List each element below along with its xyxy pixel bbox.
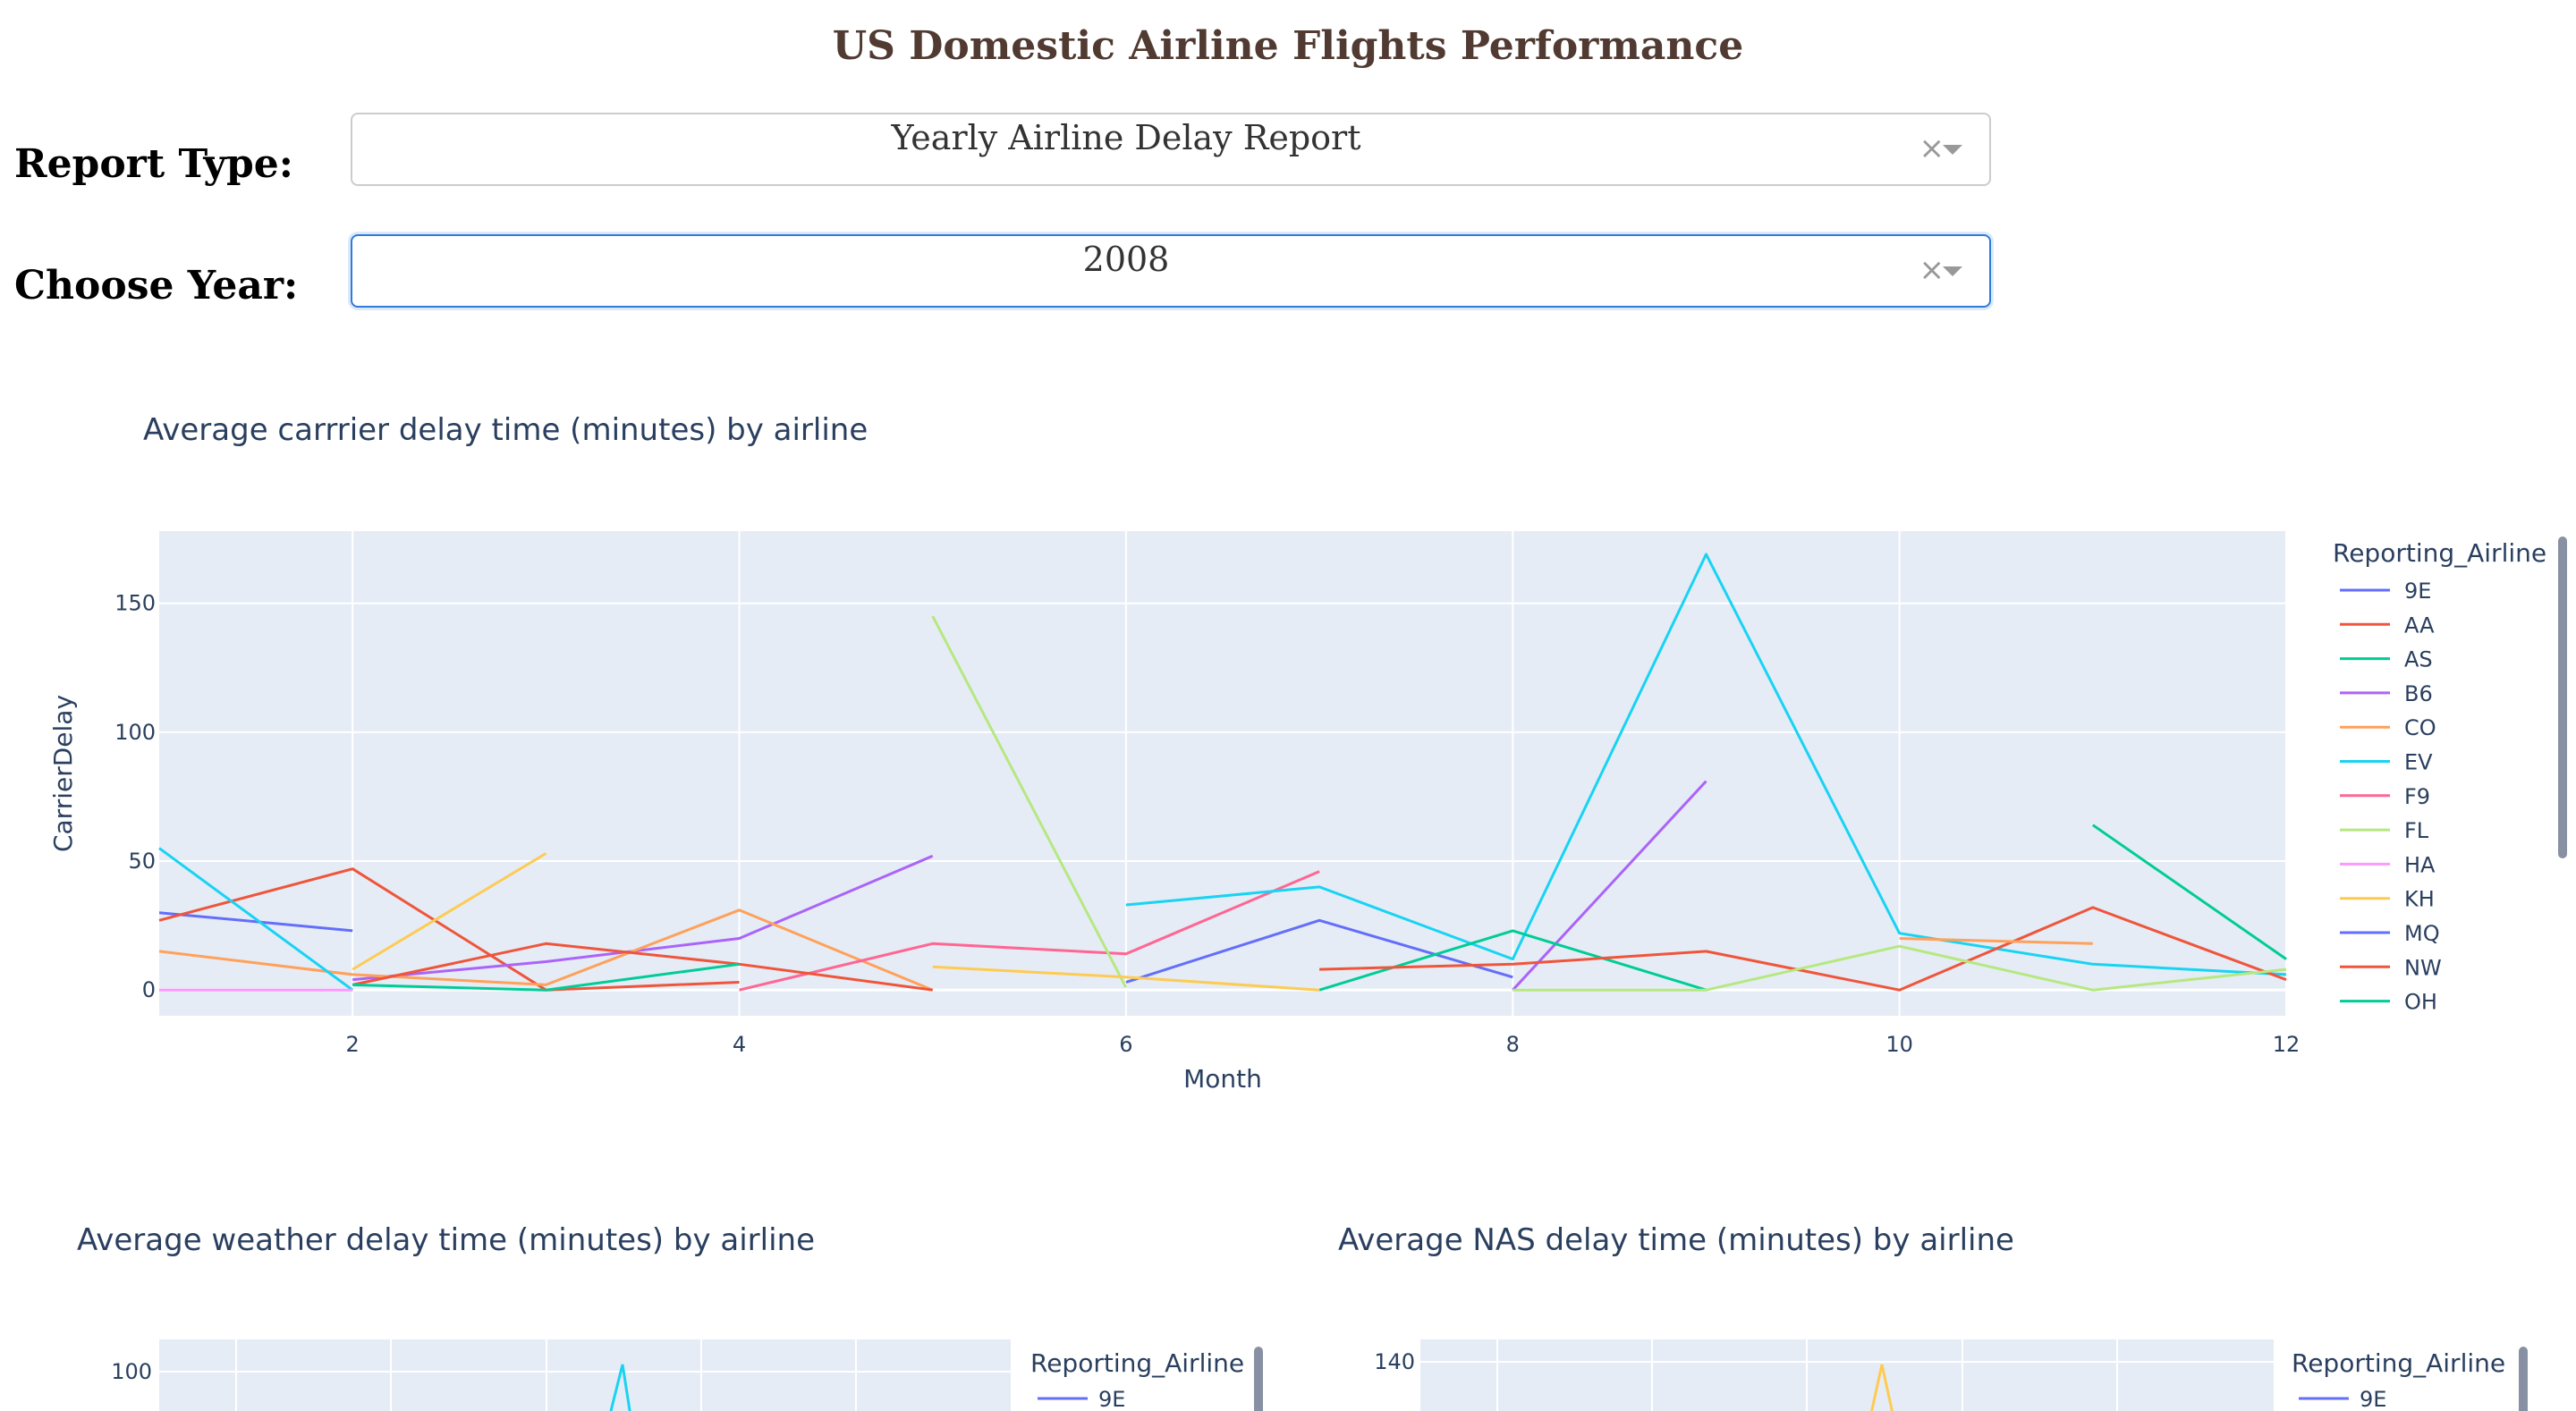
- legend-scrollbar[interactable]: [2519, 1347, 2528, 1411]
- series-line: [1318, 929, 1707, 992]
- x-tick-label: 4: [733, 1032, 746, 1057]
- series-line-EV: [158, 847, 354, 992]
- series-line: [1870, 1364, 1894, 1411]
- plot-area: [159, 531, 2286, 1016]
- x-tick-label: 2: [346, 1032, 360, 1057]
- year-label: Choose Year:: [14, 263, 299, 308]
- series-line: [932, 965, 1320, 992]
- legend-item-FL[interactable]: FL: [2404, 818, 2429, 843]
- y-tick-label: 50: [128, 849, 156, 874]
- y-tick-label: 100: [114, 720, 156, 745]
- chart-title: Average weather delay time (minutes) by …: [77, 1222, 815, 1258]
- series-line: [609, 1364, 631, 1411]
- y-axis-title: CarrierDelay: [48, 695, 78, 852]
- y-tick-label: 150: [114, 591, 156, 616]
- series-line-AS: [2091, 824, 2287, 960]
- legend-item-CO[interactable]: CO: [2404, 715, 2436, 740]
- legend-item-EV[interactable]: EV: [2404, 750, 2433, 775]
- legend-item-9E[interactable]: 9E: [2404, 579, 2431, 604]
- x-tick-label: 12: [2273, 1032, 2301, 1057]
- legend-item-B6[interactable]: B6: [2404, 681, 2433, 706]
- series-line-OH: [352, 962, 740, 992]
- legend-item-AA[interactable]: AA: [2404, 613, 2435, 638]
- y-tick-label: 0: [142, 977, 156, 1002]
- series-line: [1512, 780, 1707, 992]
- series-line-9E: [158, 911, 353, 933]
- legend-item-9E[interactable]: 9E: [1098, 1387, 1125, 1411]
- series-line-CO: [158, 908, 934, 992]
- chevron-down-icon[interactable]: [1943, 266, 1962, 276]
- legend-item-KH[interactable]: KH: [2404, 887, 2435, 912]
- series-line: [1899, 937, 2093, 945]
- legend-title: Reporting_Airline: [2292, 1348, 2505, 1378]
- report-type-value: Yearly Airline Delay Report: [891, 118, 1361, 157]
- legend-item-OH[interactable]: OH: [2404, 990, 2437, 1015]
- x-axis-title: Month: [1183, 1064, 1262, 1094]
- legend-item-NW[interactable]: NW: [2404, 955, 2442, 980]
- legend-scrollbar[interactable]: [2558, 537, 2567, 858]
- x-tick-label: 6: [1119, 1032, 1132, 1057]
- legend-item-MQ[interactable]: MQ: [2404, 921, 2440, 946]
- chart-title: Average NAS delay time (minutes) by airl…: [1338, 1222, 2014, 1258]
- y-tick-label: 100: [111, 1359, 152, 1384]
- chevron-down-icon[interactable]: [1943, 145, 1962, 155]
- legend-item-AS[interactable]: AS: [2404, 647, 2433, 672]
- legend: Reporting_Airline 9E AA AS B6 CO EV F9 FL HA KH MQ…: [2333, 537, 2567, 1015]
- chart-title: Average carrrier delay time (minutes) by…: [143, 412, 868, 448]
- y-tick-label: 140: [1374, 1349, 1415, 1374]
- legend-item-HA[interactable]: HA: [2404, 852, 2436, 877]
- x-tick-label: 8: [1506, 1032, 1520, 1057]
- series-line-F9: [739, 870, 1320, 992]
- series-line: [1513, 944, 2287, 992]
- series-line-FL: [931, 615, 1128, 988]
- report-type-dropdown[interactable]: Yearly Airline Delay Report ×: [351, 113, 1991, 186]
- year-dropdown[interactable]: 2008 ×: [351, 234, 1991, 308]
- legend-item-9E[interactable]: 9E: [2360, 1387, 2386, 1411]
- page-title: US Domestic Airline Flights Performance: [832, 23, 1744, 69]
- clear-icon[interactable]: ×: [1919, 131, 1945, 166]
- series-line-KH: [352, 852, 547, 971]
- report-type-label: Report Type:: [14, 141, 293, 187]
- weather-delay-chart: Average weather delay time (minutes) by …: [77, 1222, 1263, 1411]
- legend-item-F9[interactable]: F9: [2404, 784, 2430, 809]
- legend-title: Reporting_Airline: [2333, 538, 2546, 568]
- legend-title: Reporting_Airline: [1030, 1348, 1244, 1378]
- carrier-delay-chart: Average carrrier delay time (minutes) by…: [48, 412, 2567, 1094]
- series-line-AA: [158, 867, 740, 992]
- x-tick-label: 10: [1885, 1032, 1913, 1057]
- plot-area: [159, 1339, 1011, 1411]
- clear-icon[interactable]: ×: [1919, 252, 1945, 288]
- series-line: [1319, 906, 2287, 992]
- series-line-MQ: [1125, 918, 1513, 984]
- legend-scrollbar[interactable]: [1254, 1347, 1263, 1411]
- series-line-B6: [352, 854, 934, 982]
- plot-area: [1420, 1339, 2274, 1411]
- year-value: 2008: [1082, 240, 1170, 279]
- series-line: [1125, 553, 2287, 976]
- series-line-NW: [352, 942, 933, 992]
- nas-delay-chart: Average NAS delay time (minutes) by airl…: [1338, 1222, 2528, 1411]
